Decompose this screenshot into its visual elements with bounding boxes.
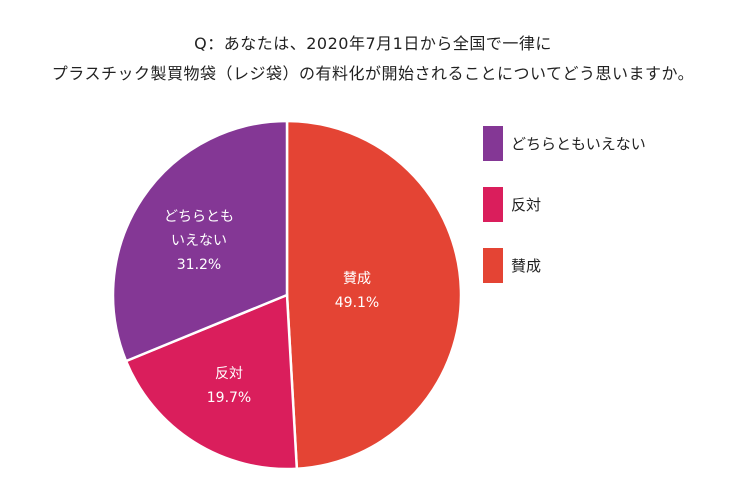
slice-neutral-label: どちらとも bbox=[164, 209, 234, 225]
slice-neutral-value-label: 31.2% bbox=[177, 257, 221, 273]
legend-item-oppose: 反対 bbox=[483, 187, 646, 222]
legend-label-neutral: どちらともいえない bbox=[511, 135, 646, 153]
chart-title-line1: Q：あなたは、2020年7月1日から全国で一律に bbox=[194, 34, 552, 53]
slice-oppose bbox=[124, 293, 299, 471]
legend: どちらともいえない 反対 賛成 bbox=[483, 126, 646, 309]
legend-swatch-agree bbox=[483, 248, 503, 283]
legend-label-oppose: 反対 bbox=[511, 196, 542, 214]
slice-neutral-label: いえない bbox=[171, 233, 227, 249]
chart-title-line2: プラスチック製買物袋（レジ袋）の有料化が開始されることについてどう思いますか。 bbox=[51, 64, 695, 83]
slice-agree-label: 賛成 bbox=[343, 271, 371, 287]
legend-label-agree: 賛成 bbox=[511, 257, 542, 275]
slice-oppose-value-label: 19.7% bbox=[207, 390, 251, 406]
slice-agree-value-label: 49.1% bbox=[335, 295, 379, 311]
slice-neutral bbox=[111, 119, 289, 363]
slice-oppose-label: 反対 bbox=[215, 366, 243, 382]
slice-agree bbox=[285, 119, 463, 471]
legend-item-neutral: どちらともいえない bbox=[483, 126, 646, 161]
legend-item-agree: 賛成 bbox=[483, 248, 646, 283]
legend-swatch-oppose bbox=[483, 187, 503, 222]
legend-swatch-neutral bbox=[483, 126, 503, 161]
